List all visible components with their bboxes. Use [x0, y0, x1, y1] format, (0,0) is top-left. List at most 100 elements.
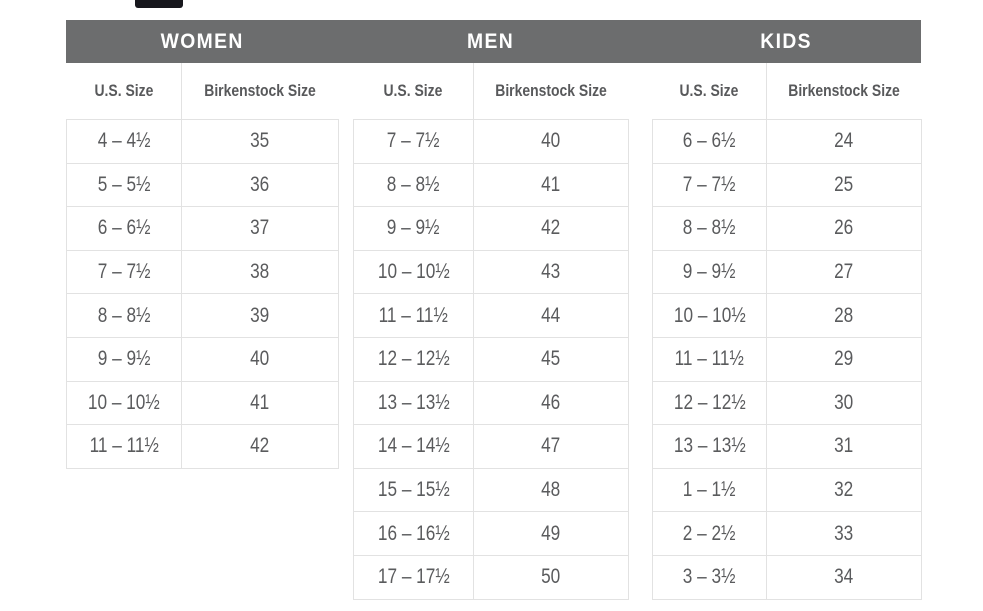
us-size-cell: 12 – 12½	[353, 336, 474, 382]
section-title-men: MEN	[466, 30, 515, 53]
cell-text: 6 – 6½	[97, 216, 151, 240]
cell-text: 35	[250, 129, 270, 153]
cell-text: 47	[541, 434, 561, 458]
cell-text: 40	[541, 129, 561, 153]
size-table-women: U.S. Size Birkenstock Size 4 – 4½ 35 5 – 5…	[66, 63, 339, 469]
cell-text: 11 – 11½	[378, 303, 449, 327]
us-size-cell: 11 – 11½	[66, 424, 182, 469]
birkenstock-size-cell: 42	[181, 424, 339, 469]
header-row: U.S. Size Birkenstock Size	[652, 63, 922, 120]
cell-text: 38	[250, 260, 270, 284]
table-row: 16 – 16½ 49	[353, 511, 629, 556]
cell-text: 46	[541, 390, 561, 414]
us-size-cell: 9 – 9½	[353, 206, 474, 251]
column-header-us-size: U.S. Size	[66, 63, 182, 120]
column-header-us-size: U.S. Size	[353, 63, 474, 120]
cell-text: 3 – 3½	[683, 565, 736, 589]
birkenstock-size-cell: 29	[766, 336, 922, 382]
us-size-cell: 1 – 1½	[652, 467, 767, 513]
table-row: 1 – 1½ 32	[652, 467, 922, 513]
us-size-cell: 4 – 4½	[66, 119, 182, 164]
table-row: 11 – 11½ 42	[66, 424, 339, 469]
birkenstock-size-cell: 33	[766, 511, 922, 556]
cell-text: 10 – 10½	[88, 390, 160, 414]
birkenstock-size-cell: 43	[473, 249, 629, 295]
table-row: 11 – 11½ 29	[652, 336, 922, 382]
cell-text: 17 – 17½	[377, 565, 450, 589]
table-row: 10 – 10½ 28	[652, 293, 922, 338]
us-size-cell: 7 – 7½	[66, 249, 182, 295]
cell-text: 42	[250, 434, 270, 458]
cell-text: 45	[541, 347, 561, 371]
us-size-cell: 11 – 11½	[652, 336, 767, 382]
birkenstock-size-cell: 28	[766, 293, 922, 338]
cell-text: 9 – 9½	[387, 216, 440, 240]
cell-text: 12 – 12½	[377, 347, 450, 371]
birkenstock-size-cell: 38	[181, 249, 339, 295]
table-row: 12 – 12½ 30	[652, 380, 922, 426]
cell-text: 7 – 7½	[683, 172, 736, 196]
table-row: 10 – 10½ 41	[66, 380, 339, 426]
cell-text: 43	[541, 260, 561, 284]
cell-text: 29	[834, 347, 854, 371]
column-header-birkenstock-size: Birkenstock Size	[495, 81, 608, 100]
table-row: 3 – 3½ 34	[652, 554, 922, 600]
column-header-birkenstock-size: Birkenstock Size	[204, 81, 317, 100]
birkenstock-size-cell: 45	[473, 336, 629, 382]
birkenstock-size-cell: 26	[766, 206, 922, 251]
section-header-band: WOMEN MEN KIDS	[66, 20, 921, 63]
cell-text: 50	[541, 565, 561, 589]
cell-text: 16 – 16½	[377, 521, 450, 545]
cell-text: 37	[250, 216, 270, 240]
us-size-cell: 13 – 13½	[652, 424, 767, 469]
cell-text: 8 – 8½	[387, 172, 440, 196]
table-row: 14 – 14½ 47	[353, 424, 629, 469]
cell-text: 5 – 5½	[97, 172, 151, 196]
clipped-tooltip-badge	[135, 0, 183, 8]
cell-text: 40	[250, 347, 270, 371]
birkenstock-size-cell: 40	[181, 336, 339, 382]
cell-text: 7 – 7½	[97, 260, 151, 284]
birkenstock-size-cell: 46	[473, 380, 629, 426]
cell-text: 4 – 4½	[97, 129, 151, 153]
cell-text: 9 – 9½	[683, 260, 736, 284]
cell-text: 27	[834, 260, 854, 284]
table-row: 10 – 10½ 43	[353, 249, 629, 295]
cell-text: 10 – 10½	[673, 303, 746, 327]
cell-text: 13 – 13½	[673, 434, 746, 458]
birkenstock-size-cell: 44	[473, 293, 629, 338]
cell-text: 32	[834, 478, 854, 502]
cell-text: 49	[541, 521, 561, 545]
birkenstock-size-cell: 30	[766, 380, 922, 426]
birkenstock-size-cell: 39	[181, 293, 339, 338]
birkenstock-size-cell: 40	[473, 119, 629, 164]
cell-text: 7 – 7½	[387, 129, 440, 153]
cell-text: 14 – 14½	[377, 434, 450, 458]
us-size-cell: 7 – 7½	[353, 119, 474, 164]
cell-text: 9 – 9½	[97, 347, 151, 371]
table-row: 8 – 8½ 26	[652, 206, 922, 251]
table-row: 9 – 9½ 40	[66, 336, 339, 382]
us-size-cell: 3 – 3½	[652, 554, 767, 600]
us-size-cell: 11 – 11½	[353, 293, 474, 338]
us-size-cell: 9 – 9½	[652, 249, 767, 295]
table-row: 11 – 11½ 44	[353, 293, 629, 338]
table-row: 7 – 7½ 38	[66, 249, 339, 295]
cell-text: 1 – 1½	[683, 478, 736, 502]
birkenstock-size-cell: 41	[181, 380, 339, 426]
us-size-cell: 10 – 10½	[353, 249, 474, 295]
section-title-kids: KIDS	[760, 30, 813, 53]
us-size-cell: 5 – 5½	[66, 162, 182, 208]
cell-text: 41	[541, 172, 561, 196]
birkenstock-size-cell: 47	[473, 424, 629, 469]
cell-text: 48	[541, 478, 561, 502]
us-size-cell: 2 – 2½	[652, 511, 767, 556]
column-header-birkenstock-size: Birkenstock Size	[788, 81, 901, 100]
table-row: 7 – 7½ 40	[353, 119, 629, 164]
cell-text: 12 – 12½	[673, 390, 746, 414]
table-row: 6 – 6½ 37	[66, 206, 339, 251]
column-header-us-size: U.S. Size	[652, 63, 767, 120]
cell-text: 15 – 15½	[377, 478, 450, 502]
cell-text: 10 – 10½	[377, 260, 450, 284]
cell-text: 30	[834, 390, 854, 414]
